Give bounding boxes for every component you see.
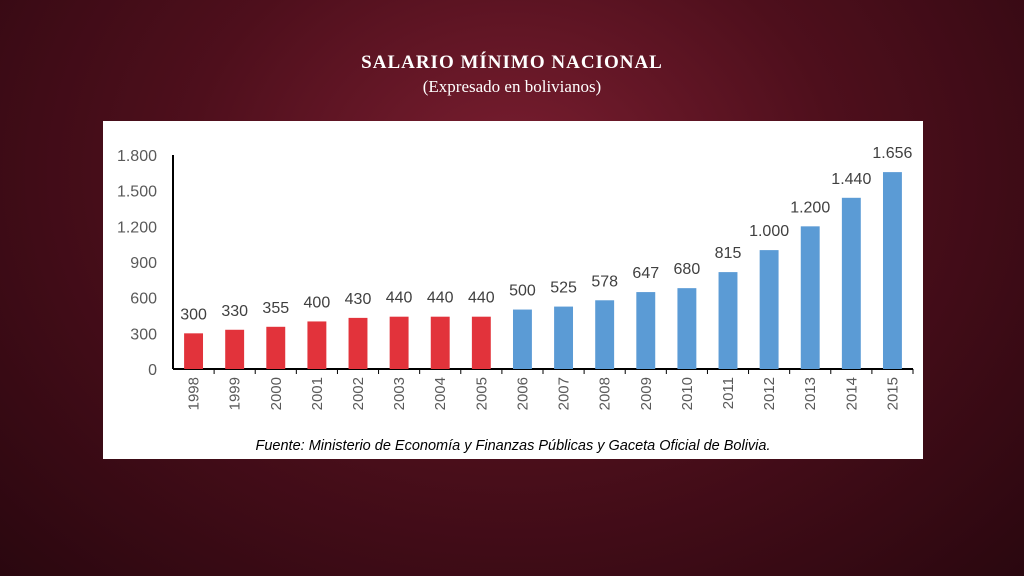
x-tick-label: 2008 (597, 377, 614, 410)
x-tick-label: 2007 (556, 377, 573, 410)
y-tick-label: 1.800 (117, 148, 157, 165)
x-tick-label: 2010 (679, 377, 696, 410)
x-tick-label: 2013 (802, 377, 819, 410)
x-tick-label: 2000 (268, 377, 285, 410)
data-label: 500 (509, 283, 536, 300)
x-tick-label: 2002 (350, 377, 367, 410)
bar (677, 288, 697, 369)
x-tick-label: 2001 (309, 377, 326, 410)
bar (225, 329, 245, 369)
x-tick-label: 2005 (473, 377, 490, 410)
y-tick-label: 900 (130, 255, 157, 272)
bar (471, 316, 491, 369)
source-note: Fuente: Ministerio de Economía y Finanza… (255, 438, 771, 454)
data-label: 1.440 (831, 171, 871, 188)
bar (307, 321, 327, 369)
data-label: 578 (591, 273, 618, 290)
x-tick-label: 2003 (391, 377, 408, 410)
x-tick-label: 2015 (884, 377, 901, 410)
y-tick-label: 600 (130, 291, 157, 308)
bar (718, 272, 738, 369)
chart-panel: 0 300 600 900 1.200 1.500 1.800 300 1998 330 1999 3… (103, 121, 923, 459)
bar-chart: 0 300 600 900 1.200 1.500 1.800 300 1998 330 1999 3… (117, 145, 914, 410)
bar (389, 316, 409, 369)
x-tick-label: 2004 (432, 377, 449, 410)
y-tick-label: 300 (130, 326, 157, 343)
y-tick-label: 0 (148, 362, 157, 379)
bar (841, 197, 861, 369)
y-tick-label: 1.500 (117, 184, 157, 201)
data-label: 1.200 (790, 199, 830, 216)
data-label: 355 (262, 300, 289, 317)
x-tick-label: 1998 (186, 377, 203, 410)
data-label: 440 (386, 290, 413, 307)
data-label: 680 (674, 261, 701, 278)
x-tick-label: 2012 (761, 377, 778, 410)
data-label: 430 (345, 291, 372, 308)
bar (348, 317, 368, 369)
bar (554, 306, 574, 369)
bar (595, 300, 615, 369)
x-tick-label: 1999 (227, 377, 244, 410)
data-label: 1.656 (872, 145, 912, 162)
bar (512, 309, 532, 369)
data-label: 440 (468, 290, 495, 307)
data-label: 400 (304, 294, 331, 311)
data-label: 525 (550, 280, 577, 297)
bar (636, 292, 656, 369)
slide-subtitle: (Expresado en bolivianos) (422, 77, 602, 96)
data-label: 647 (632, 265, 659, 282)
x-tick-label: 2009 (638, 377, 655, 410)
bar (430, 316, 450, 369)
data-label: 300 (180, 306, 207, 323)
x-tick-label: 2011 (720, 377, 737, 409)
bar (800, 226, 820, 369)
bar (266, 326, 286, 369)
data-label: 1.000 (749, 223, 789, 240)
slide-title: SALARIO MÍNIMO NACIONAL (361, 52, 663, 73)
data-label: 440 (427, 290, 454, 307)
x-tick-label: 2014 (843, 377, 860, 410)
bar (759, 250, 779, 369)
bar (184, 333, 204, 369)
y-tick-label: 1.200 (117, 219, 157, 236)
data-label: 815 (715, 245, 742, 262)
data-label: 330 (221, 303, 248, 320)
bar (882, 172, 902, 369)
x-tick-label: 2006 (514, 377, 531, 410)
